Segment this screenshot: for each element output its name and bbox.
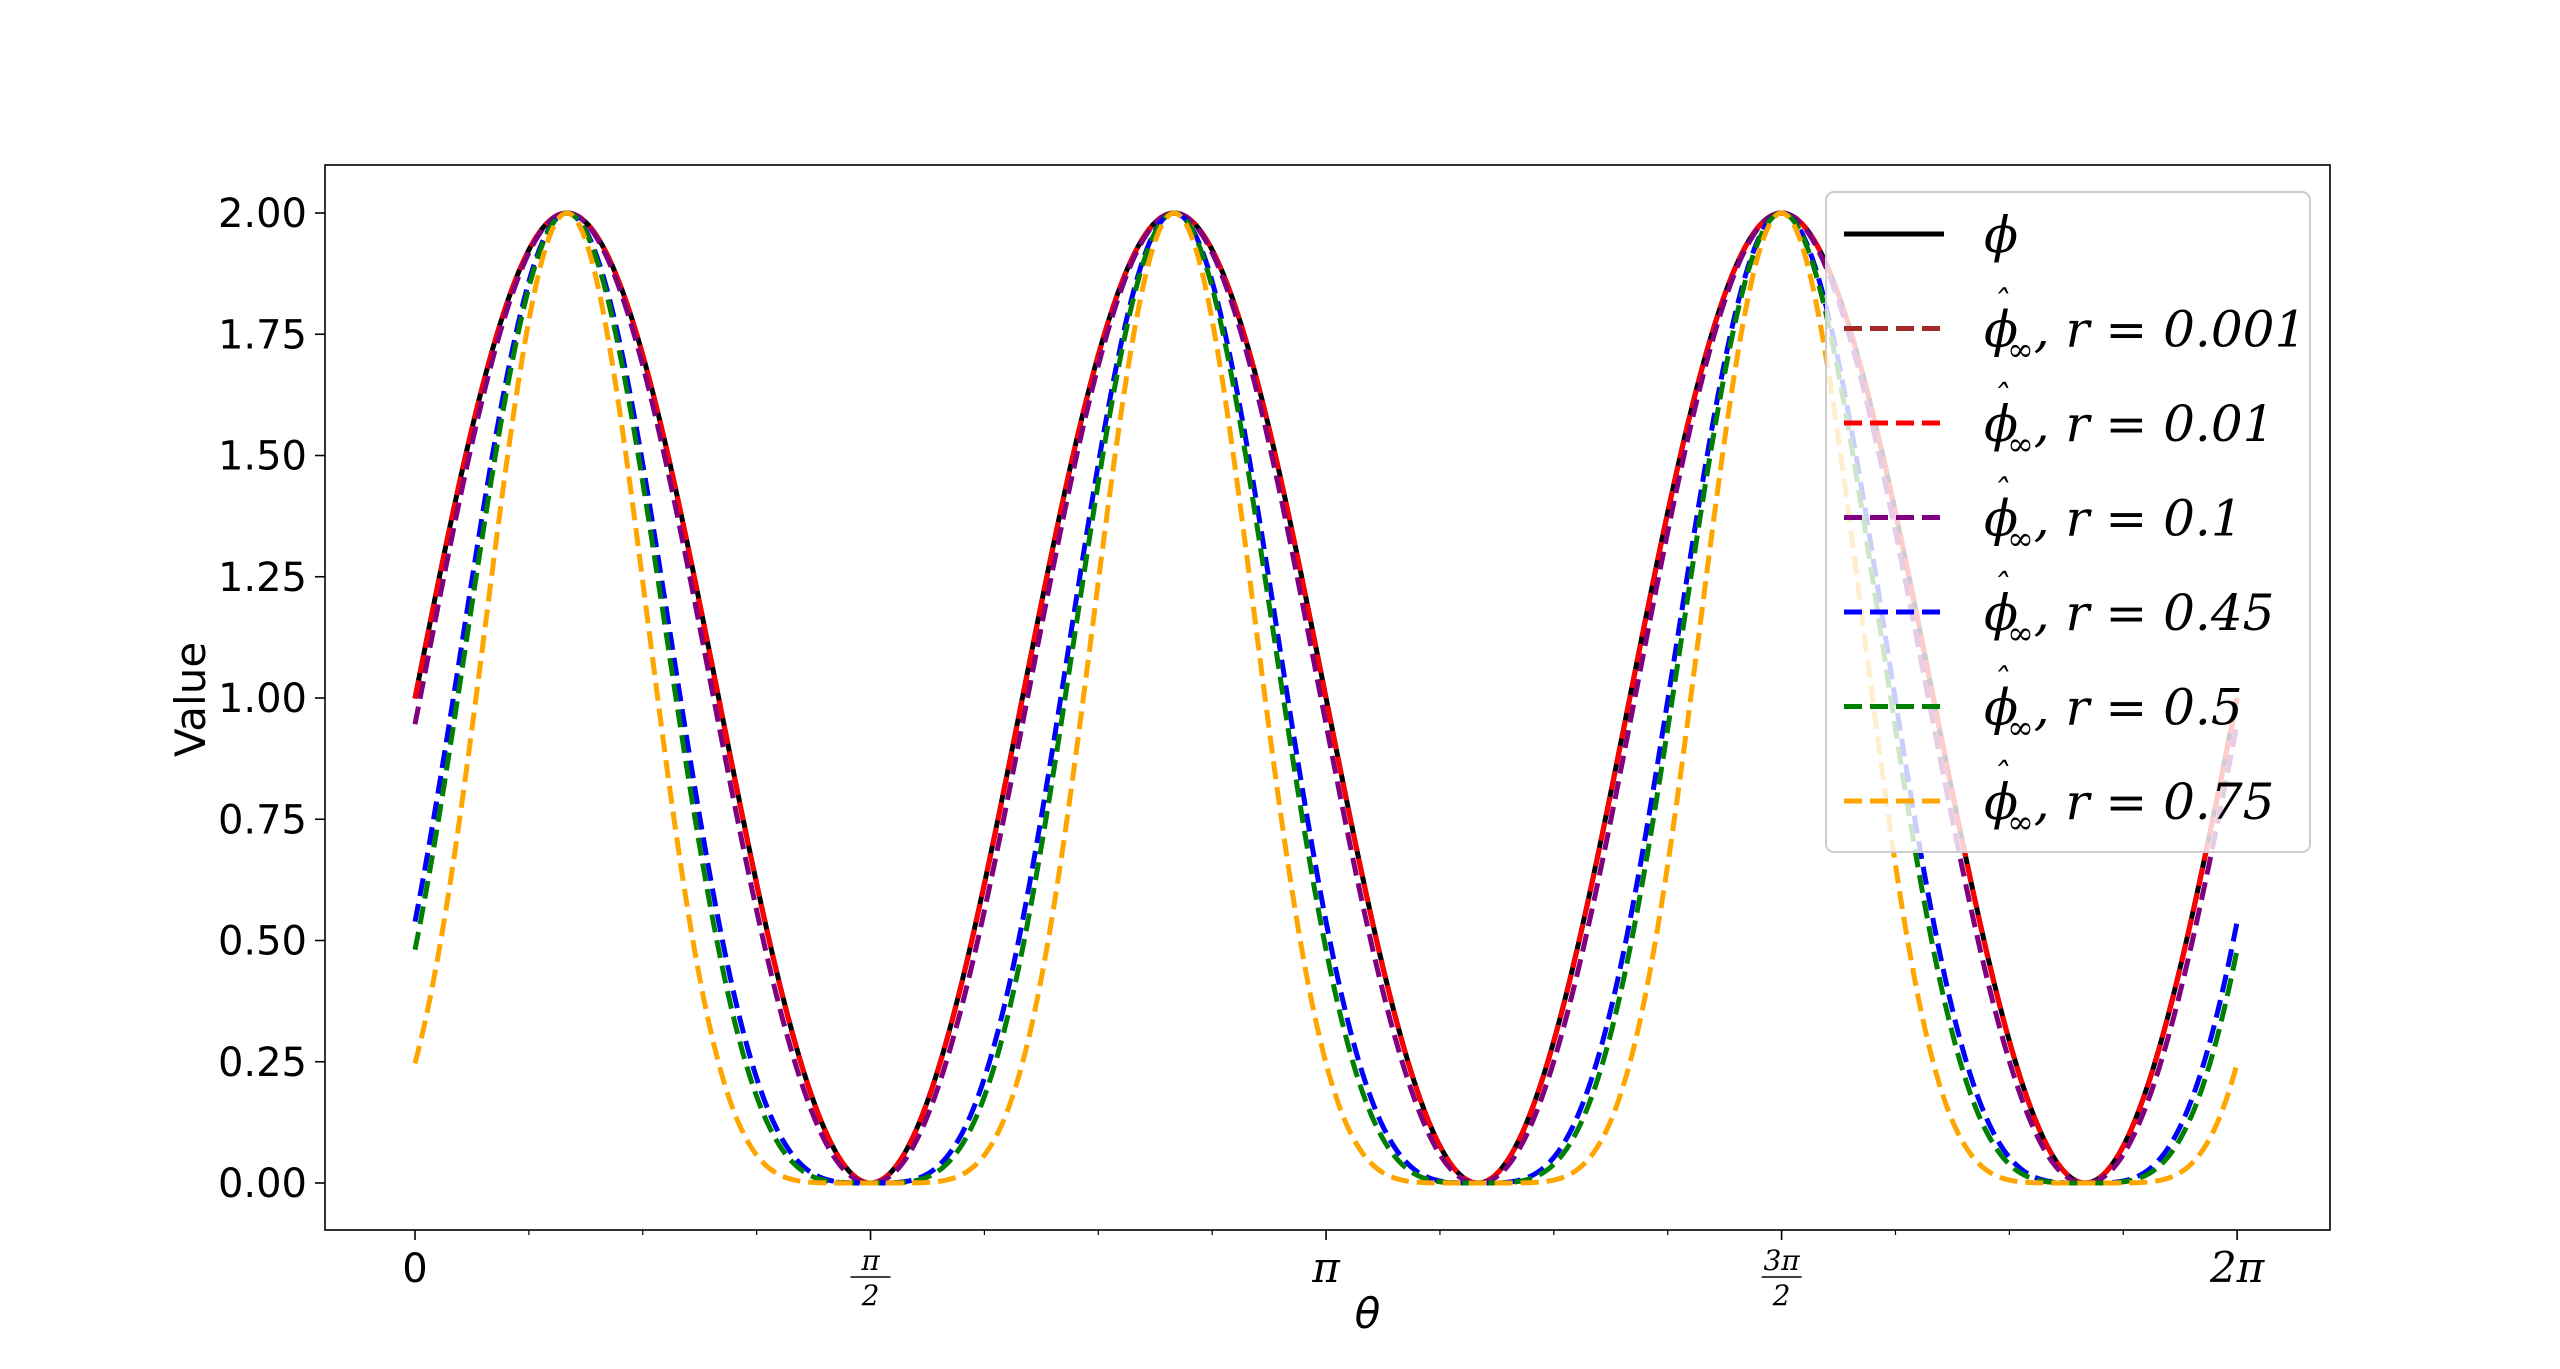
legend-entry-label: ϕˆ ∞, r = 0.1 <box>1984 473 2243 558</box>
legend-entry-label: ϕˆ ∞, r = 0.01 <box>1984 378 2274 463</box>
y-tick-label: 0.00 <box>218 1161 307 1207</box>
legend-entry-label: ϕˆ ∞, r = 0.75 <box>1984 756 2274 841</box>
y-tick-label: 1.00 <box>218 676 307 722</box>
series-line-4 <box>412 210 2240 1186</box>
legend-entry-label: ϕˆ ∞, r = 0.001 <box>1984 284 2306 369</box>
x-tick-label: 0 <box>402 1246 427 1292</box>
x-tick-label: π <box>1311 1243 1341 1292</box>
x-axis-label: θ <box>1355 1289 1381 1338</box>
y-axis: 0.00 0.25 0.50 0.75 1.00 1.25 1.50 1.75 2.00 <box>218 191 325 1207</box>
legend-entry-label: ϕˆ ∞, r = 0.45 <box>1984 567 2274 652</box>
x-tick-label: 2π <box>2209 1243 2266 1292</box>
legend-entry-label: ϕˆ ∞, r = 0.5 <box>1984 662 2243 747</box>
legend-box <box>1825 191 2311 853</box>
y-axis-label: Value <box>166 642 215 757</box>
svg-text:π: π <box>860 1244 880 1277</box>
svg-text:3π: 3π <box>1763 1244 1800 1277</box>
y-tick-label: 1.75 <box>218 312 307 358</box>
x-tick-label: 3π2 <box>1761 1244 1802 1312</box>
y-tick-label: 1.50 <box>218 434 307 480</box>
y-tick-label: 2.00 <box>218 191 307 237</box>
legend-entry-label: ϕ <box>1984 206 2018 264</box>
y-tick-label: 0.50 <box>218 919 307 965</box>
y-tick-label: 1.25 <box>218 555 307 601</box>
y-tick-label: 0.25 <box>218 1040 307 1086</box>
x-tick-label: π2 <box>850 1244 891 1312</box>
series-line-5 <box>412 210 2240 1186</box>
y-tick-label: 0.75 <box>218 797 307 843</box>
svg-text:2: 2 <box>861 1279 880 1312</box>
legend: ϕ ϕˆ ∞, r = 0.001 ϕˆ ∞, r = 0.01 ϕˆ ∞, r = 0.1… <box>1825 191 2311 853</box>
svg-text:2: 2 <box>1772 1279 1791 1312</box>
